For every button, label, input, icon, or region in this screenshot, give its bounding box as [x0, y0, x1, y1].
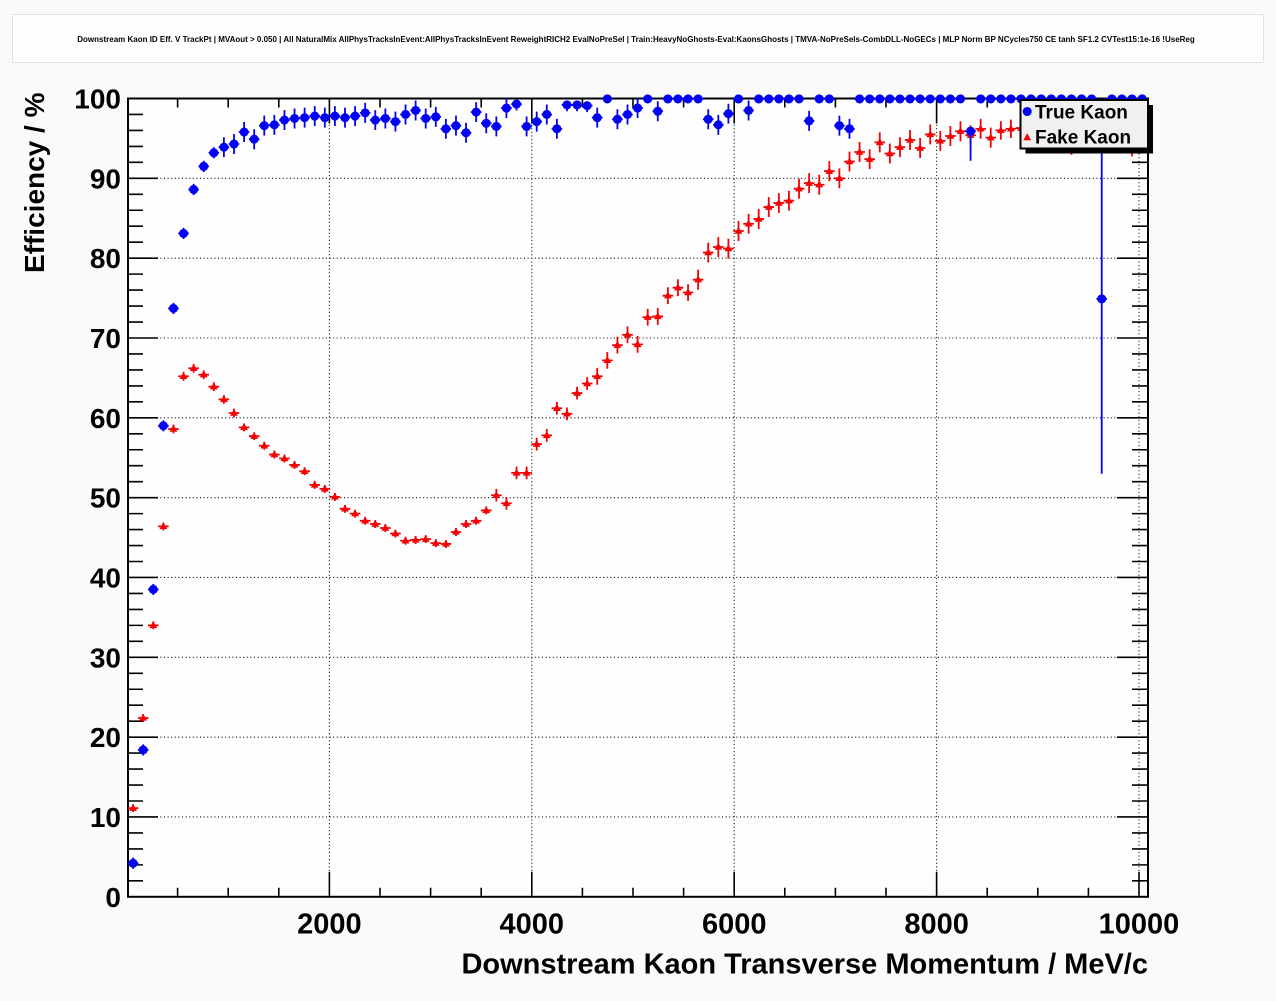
svg-text:10: 10: [90, 802, 121, 833]
svg-text:8000: 8000: [904, 909, 969, 941]
svg-text:10000: 10000: [1099, 909, 1180, 941]
svg-text:60: 60: [90, 403, 121, 434]
svg-text:6000: 6000: [702, 909, 767, 941]
svg-text:True Kaon: True Kaon: [1035, 103, 1128, 124]
svg-text:Efficiency / %: Efficiency / %: [19, 92, 50, 273]
svg-text:40: 40: [90, 563, 121, 594]
svg-text:80: 80: [90, 243, 121, 274]
svg-text:Downstream Kaon ID Eff. V Trac: Downstream Kaon ID Eff. V TrackPt | MVAo…: [77, 35, 1195, 44]
svg-text:90: 90: [90, 163, 121, 194]
svg-text:50: 50: [90, 483, 121, 514]
svg-text:2000: 2000: [297, 909, 362, 941]
svg-text:70: 70: [90, 323, 121, 354]
svg-text:30: 30: [90, 642, 121, 673]
svg-text:100: 100: [74, 84, 121, 115]
svg-text:Fake Kaon: Fake Kaon: [1035, 128, 1131, 149]
svg-text:4000: 4000: [500, 909, 565, 941]
svg-text:20: 20: [90, 722, 121, 753]
svg-text:0: 0: [105, 882, 121, 913]
svg-text:Downstream Kaon Transverse Mom: Downstream Kaon Transverse Momentum / Me…: [461, 949, 1148, 981]
